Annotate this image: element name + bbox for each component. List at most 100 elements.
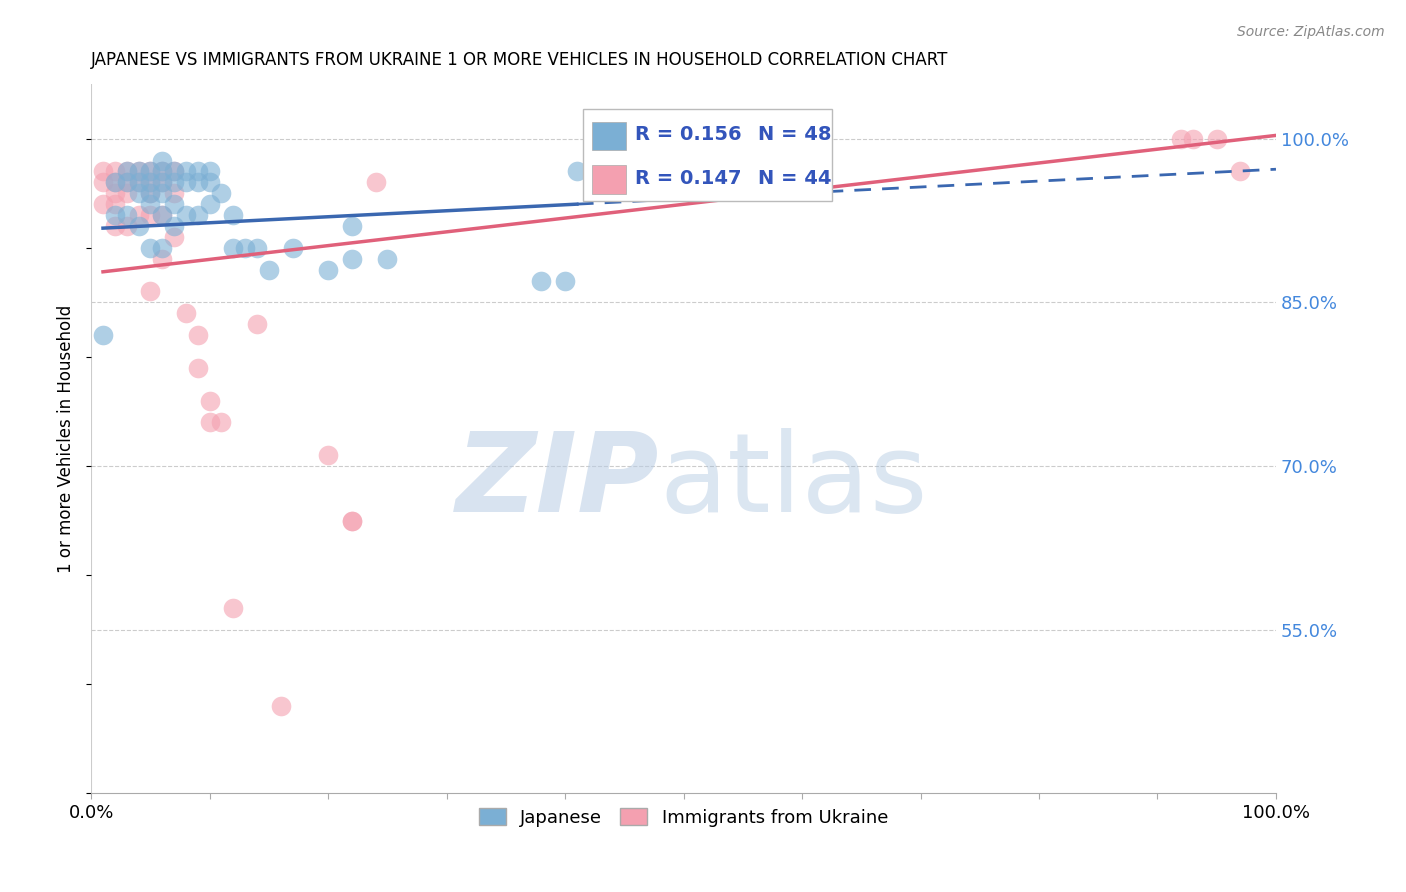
Point [115, 164, 138, 178]
Point [150, 208, 173, 222]
Point [246, 317, 269, 331]
Point [150, 175, 173, 189]
Point [104, 186, 127, 201]
Point [340, 514, 363, 528]
Point [139, 285, 162, 299]
Point [150, 186, 173, 201]
Point [139, 186, 162, 201]
FancyBboxPatch shape [592, 165, 626, 194]
Point [150, 175, 173, 189]
Text: JAPANESE VS IMMIGRANTS FROM UKRAINE 1 OR MORE VEHICLES IN HOUSEHOLD CORRELATION : JAPANESE VS IMMIGRANTS FROM UKRAINE 1 OR… [91, 51, 949, 69]
Point [91, 175, 114, 189]
Point [163, 175, 186, 189]
Point [104, 164, 127, 178]
Point [270, 699, 292, 714]
Text: R = 0.156: R = 0.156 [636, 125, 741, 145]
Point [340, 252, 363, 266]
Point [174, 306, 197, 320]
Legend: Japanese, Immigrants from Ukraine: Japanese, Immigrants from Ukraine [471, 801, 896, 834]
Point [198, 393, 221, 408]
Point [139, 164, 162, 178]
Point [198, 416, 221, 430]
Point [115, 175, 138, 189]
Point [150, 164, 173, 178]
Point [222, 208, 245, 222]
Point [174, 164, 197, 178]
Point [139, 197, 162, 211]
Point [163, 197, 186, 211]
Point [211, 416, 233, 430]
Point [222, 241, 245, 255]
Point [163, 164, 186, 178]
Point [163, 219, 186, 233]
Point [128, 164, 150, 178]
Point [1182, 131, 1205, 145]
Point [104, 219, 127, 233]
Point [150, 208, 173, 222]
Point [115, 186, 138, 201]
Point [187, 208, 209, 222]
FancyBboxPatch shape [583, 109, 832, 202]
Point [139, 175, 162, 189]
Point [139, 175, 162, 189]
Point [187, 360, 209, 375]
Text: N = 48: N = 48 [758, 125, 832, 145]
Point [233, 241, 256, 255]
Point [91, 197, 114, 211]
Text: N = 44: N = 44 [758, 169, 832, 187]
Point [1229, 164, 1251, 178]
Point [174, 175, 197, 189]
Point [115, 208, 138, 222]
Point [316, 262, 339, 277]
FancyBboxPatch shape [592, 122, 626, 151]
Point [364, 175, 387, 189]
Point [150, 241, 173, 255]
Point [554, 273, 576, 287]
Point [1170, 131, 1192, 145]
Point [115, 219, 138, 233]
Point [340, 219, 363, 233]
Point [150, 252, 173, 266]
Point [128, 208, 150, 222]
Point [187, 175, 209, 189]
Point [150, 164, 173, 178]
Point [246, 241, 269, 255]
Point [565, 164, 588, 178]
Point [104, 208, 127, 222]
Text: Source: ZipAtlas.com: Source: ZipAtlas.com [1237, 25, 1385, 39]
Point [115, 164, 138, 178]
Point [1205, 131, 1227, 145]
Point [198, 164, 221, 178]
Point [91, 164, 114, 178]
Point [128, 175, 150, 189]
Point [139, 186, 162, 201]
Point [128, 164, 150, 178]
Point [198, 175, 221, 189]
Point [104, 175, 127, 189]
Point [174, 208, 197, 222]
Point [377, 252, 399, 266]
Point [104, 175, 127, 189]
Point [222, 600, 245, 615]
Point [139, 208, 162, 222]
Point [139, 164, 162, 178]
Point [91, 328, 114, 343]
Point [163, 164, 186, 178]
Point [187, 328, 209, 343]
Point [115, 175, 138, 189]
Y-axis label: 1 or more Vehicles in Household: 1 or more Vehicles in Household [58, 304, 75, 573]
Point [163, 186, 186, 201]
Point [198, 197, 221, 211]
Text: atlas: atlas [659, 428, 928, 535]
Point [530, 273, 553, 287]
Point [340, 514, 363, 528]
Point [316, 448, 339, 462]
Point [211, 186, 233, 201]
Point [104, 197, 127, 211]
Point [139, 241, 162, 255]
Text: R = 0.147: R = 0.147 [636, 169, 741, 187]
Point [128, 219, 150, 233]
Text: ZIP: ZIP [457, 428, 659, 535]
Point [150, 153, 173, 168]
Point [128, 175, 150, 189]
